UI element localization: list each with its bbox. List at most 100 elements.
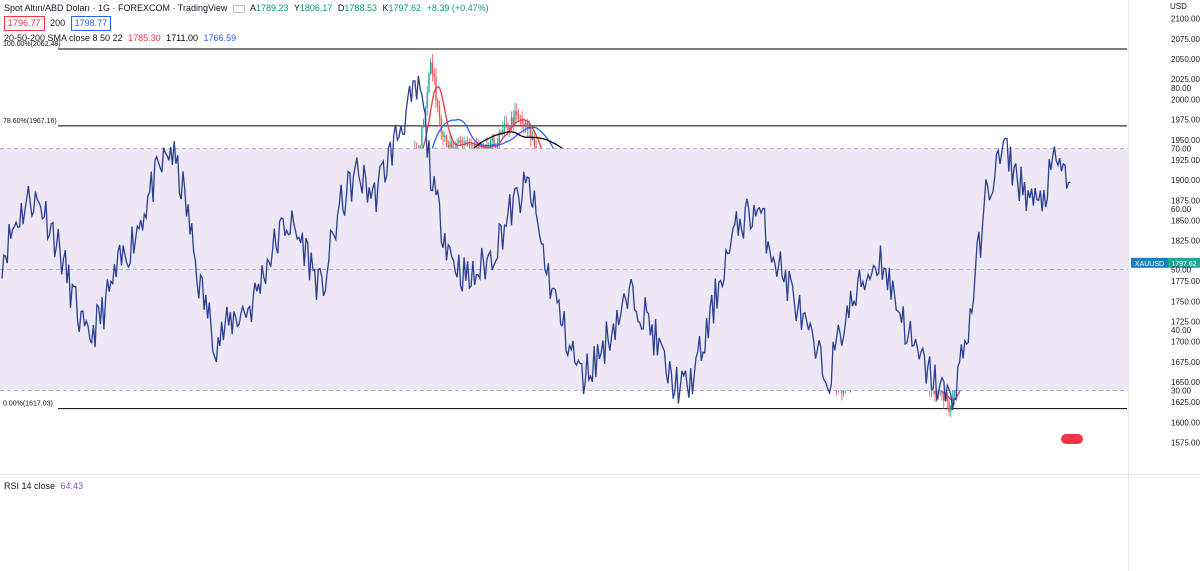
rsi-tick-label: 60.00 xyxy=(1171,205,1192,214)
candle-body xyxy=(461,141,464,143)
candle-body xyxy=(953,387,955,398)
candle-body xyxy=(468,144,471,145)
candle-body xyxy=(941,392,943,395)
candle-body xyxy=(437,100,439,106)
fib-label: 78.60%(1967.16) xyxy=(3,118,57,125)
symbol-tag-bg xyxy=(1131,257,1168,268)
candle-body xyxy=(495,145,497,148)
price-tick-label: 1700.00 xyxy=(1171,338,1200,347)
candle-body xyxy=(939,392,941,394)
ask-box[interactable]: 1798.77 xyxy=(70,16,112,31)
candle-body xyxy=(463,141,465,143)
candle-body xyxy=(442,132,444,138)
candle-body xyxy=(449,141,451,148)
price-tick-label: 1775.00 xyxy=(1171,277,1200,286)
candle-body xyxy=(459,140,462,142)
price-tick-label: 1925.00 xyxy=(1171,156,1200,165)
candle-body xyxy=(470,144,472,146)
symbol-title: Spot Altın/ABD Doları · 1G · FOREXCOM · … xyxy=(4,3,228,13)
candle-body xyxy=(533,138,536,147)
candle-body xyxy=(523,123,525,128)
candle-body xyxy=(946,396,948,402)
candle-body xyxy=(433,73,435,77)
rsi-tick-label: 30.00 xyxy=(1171,387,1192,396)
rsi-tick-label: 70.00 xyxy=(1171,145,1192,154)
candle-body xyxy=(507,124,509,131)
candle-body xyxy=(451,141,453,149)
ohlc-high-key: Y xyxy=(293,3,300,13)
price-tick-label: 1900.00 xyxy=(1171,176,1200,185)
candle-body xyxy=(477,146,479,149)
candle-body xyxy=(503,124,506,130)
price-tick-label: 1675.00 xyxy=(1171,358,1200,367)
ohlc-low-key: D xyxy=(337,3,345,13)
candle-body xyxy=(505,124,507,125)
rsi-header: RSI 14 close 64.43 xyxy=(4,481,86,491)
rsi-label[interactable]: RSI 14 close xyxy=(4,481,56,491)
candle-body xyxy=(491,138,493,141)
rsi-tick-label: 40.00 xyxy=(1171,326,1192,335)
fib-label: 0.00%(1617.03) xyxy=(3,401,53,408)
market-status-icon xyxy=(232,4,245,13)
candle-body xyxy=(519,118,522,120)
indicator-row: 20-50-200 SMA close 8 50 22 1785.30 1711… xyxy=(4,33,239,43)
ohlc-close: 1797.62 xyxy=(388,3,422,13)
candle-body xyxy=(426,92,428,109)
candle-body xyxy=(445,135,448,145)
rsi-line xyxy=(1,75,1071,411)
candle-body xyxy=(951,397,954,407)
indicator-label[interactable]: 20-50-200 SMA close 8 50 22 xyxy=(4,33,123,43)
price-tick-label: 2100.00 xyxy=(1171,15,1200,24)
rsi-value: 64.43 xyxy=(60,481,84,491)
price-tick-label: 1975.00 xyxy=(1171,116,1200,125)
sma-slow-value: 1711.00 xyxy=(166,33,199,43)
currency-label: USD xyxy=(1170,2,1187,11)
candle-body xyxy=(452,147,455,149)
candle-body xyxy=(510,117,513,128)
price-tick-label: 1600.00 xyxy=(1171,418,1200,427)
price-tick-label: 1875.00 xyxy=(1171,196,1200,205)
candle-body xyxy=(489,140,492,150)
sma-fast-value: 1785.30 xyxy=(128,33,161,43)
candle-body xyxy=(934,388,936,395)
candle-body xyxy=(493,138,495,146)
candle-body xyxy=(456,143,458,151)
fib-label: 100.00%(2062.48) xyxy=(3,41,61,48)
candle-body xyxy=(440,117,442,133)
price-tick-label: 1825.00 xyxy=(1171,237,1200,246)
candle-body xyxy=(516,111,518,115)
bid-box[interactable]: 1796.77 xyxy=(4,16,45,31)
ohlc-high: 1806.17 xyxy=(299,3,333,13)
ohlc-close-key: K xyxy=(382,3,389,13)
rsi-tick-label: 50.00 xyxy=(1171,266,1192,275)
price-tick-label: 1650.00 xyxy=(1171,378,1200,387)
candle-body xyxy=(458,140,460,144)
candle-body xyxy=(447,144,449,148)
rsi-tick-label: 80.00 xyxy=(1171,84,1192,93)
flag-icon xyxy=(1061,434,1083,444)
bid-ask-row: 1796.77 200 1798.77 xyxy=(4,16,114,31)
candle-body xyxy=(498,131,500,143)
candle-body xyxy=(502,129,504,133)
candle-body xyxy=(512,117,514,126)
price-tick-label: 2025.00 xyxy=(1171,75,1200,84)
price-tick-label: 2050.00 xyxy=(1171,55,1200,64)
spread: 200 xyxy=(50,18,66,28)
sma-mid-value: 1766.59 xyxy=(203,33,237,43)
candle-body xyxy=(480,147,483,149)
candle-body xyxy=(472,145,474,147)
symbol-tag: XAUUSD xyxy=(1135,261,1164,268)
price-tick-label: 2000.00 xyxy=(1171,95,1200,104)
candle-body xyxy=(465,141,467,144)
candle-body xyxy=(431,62,434,74)
candle-body xyxy=(514,111,516,126)
candle-body xyxy=(531,138,534,140)
price-tick-label: 1750.00 xyxy=(1171,297,1200,306)
candle-body xyxy=(950,406,952,412)
candle-body xyxy=(524,122,527,128)
candle-body xyxy=(943,394,945,401)
candle-body xyxy=(530,126,532,140)
candle-body xyxy=(428,74,430,93)
candle-body xyxy=(438,105,441,118)
